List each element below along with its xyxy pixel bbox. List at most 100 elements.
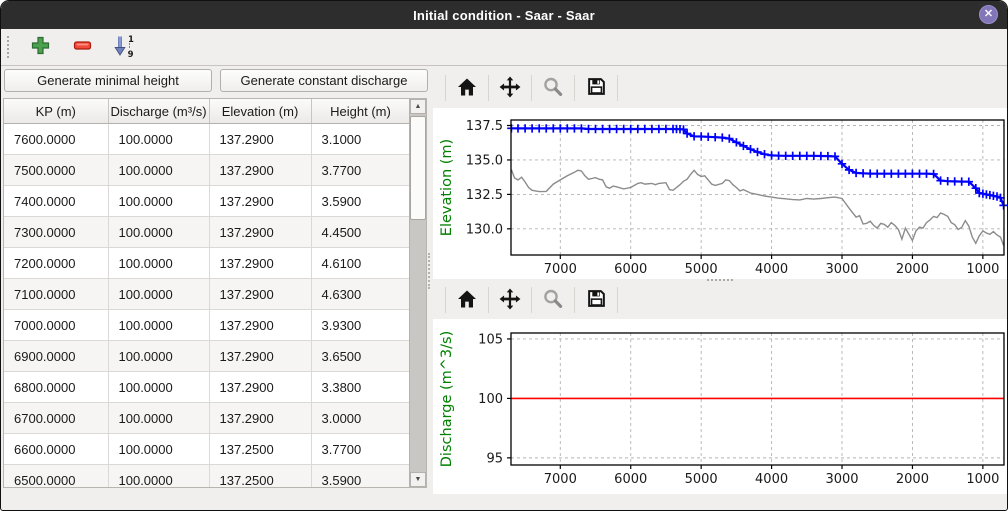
x-tick-label: 5000: [685, 262, 718, 277]
y-axis-label: Elevation (m): [439, 139, 455, 236]
column-header[interactable]: Elevation (m): [209, 99, 311, 124]
table-cell[interactable]: 100.0000: [108, 372, 209, 403]
table-cell[interactable]: 137.2900: [209, 279, 311, 310]
table-cell[interactable]: 4.6300: [311, 279, 410, 310]
discharge-save-button[interactable]: [577, 285, 615, 315]
close-button[interactable]: ✕: [979, 5, 998, 24]
y-tick-label: 95: [486, 451, 503, 466]
table-cell[interactable]: 6800.0000: [4, 372, 108, 403]
table-cell[interactable]: 137.2500: [209, 465, 311, 489]
elevation-plot-toolbar: [433, 69, 1007, 107]
x-tick-label: 2000: [896, 472, 929, 487]
table-cell[interactable]: 100.0000: [108, 217, 209, 248]
table-cell[interactable]: 3.5900: [311, 186, 410, 217]
table-cell[interactable]: 7500.0000: [4, 155, 108, 186]
elevation-plot[interactable]: 7000600050004000300020001000137.5135.013…: [433, 108, 1007, 279]
column-header[interactable]: KP (m): [4, 99, 108, 124]
table-cell[interactable]: 100.0000: [108, 124, 209, 155]
table-cell[interactable]: 137.2500: [209, 434, 311, 465]
table-cell[interactable]: 100.0000: [108, 186, 209, 217]
table-cell[interactable]: 100.0000: [108, 465, 209, 489]
table-row: 6900.0000100.0000137.29003.6500: [4, 341, 410, 372]
table-cell[interactable]: 7100.0000: [4, 279, 108, 310]
table-row: 7400.0000100.0000137.29003.5900: [4, 186, 410, 217]
table-cell[interactable]: 100.0000: [108, 341, 209, 372]
x-tick-label: 6000: [614, 472, 647, 487]
x-tick-label: 7000: [544, 472, 577, 487]
x-tick-label: 6000: [614, 262, 647, 277]
table-cell[interactable]: 3.9300: [311, 310, 410, 341]
sort-rows-button[interactable]: 1 9: [109, 32, 139, 62]
window-title: Initial condition - Saar - Saar: [413, 8, 595, 23]
table-row: 7500.0000100.0000137.29003.7700: [4, 155, 410, 186]
plus-icon: [30, 35, 51, 59]
table-cell[interactable]: 137.2900: [209, 403, 311, 434]
remove-row-button[interactable]: [67, 32, 97, 62]
table-cell[interactable]: 100.0000: [108, 155, 209, 186]
svg-text:1: 1: [128, 35, 134, 45]
table-cell[interactable]: 3.1000: [311, 124, 410, 155]
table-cell[interactable]: 3.0000: [311, 403, 410, 434]
table-cell[interactable]: 137.2900: [209, 372, 311, 403]
y-tick-label: 132.5: [466, 188, 503, 203]
minus-icon: [72, 35, 93, 59]
table-cell[interactable]: 3.7700: [311, 434, 410, 465]
table-cell[interactable]: 137.2900: [209, 341, 311, 372]
scroll-up-button[interactable]: ▲: [410, 99, 426, 114]
table-cell[interactable]: 7600.0000: [4, 124, 108, 155]
table-cell[interactable]: 6600.0000: [4, 434, 108, 465]
scroll-down-button[interactable]: ▼: [410, 472, 426, 487]
table-cell[interactable]: 100.0000: [108, 403, 209, 434]
x-tick-label: 1000: [966, 472, 999, 487]
add-row-button[interactable]: [25, 32, 55, 62]
table-cell[interactable]: 100.0000: [108, 248, 209, 279]
elevation-home-button[interactable]: [448, 73, 486, 103]
table-cell[interactable]: 100.0000: [108, 310, 209, 341]
scrollbar-thumb[interactable]: [410, 116, 426, 220]
table-cell[interactable]: 137.2900: [209, 124, 311, 155]
home-icon: [456, 289, 478, 312]
generate-constant-discharge-button[interactable]: Generate constant discharge: [220, 69, 428, 92]
column-header[interactable]: Discharge (m³/s): [108, 99, 209, 124]
table-cell[interactable]: 3.7700: [311, 155, 410, 186]
table-cell[interactable]: 7400.0000: [4, 186, 108, 217]
table-cell[interactable]: 137.2900: [209, 310, 311, 341]
x-tick-label: 4000: [755, 262, 788, 277]
table-cell[interactable]: 7300.0000: [4, 217, 108, 248]
table-cell[interactable]: 137.2900: [209, 155, 311, 186]
discharge-plot[interactable]: 700060005000400030002000100010510095Disc…: [433, 319, 1007, 494]
table-scrollbar[interactable]: ▲ ▼: [409, 99, 426, 487]
arrow-up-icon: ▲: [415, 103, 422, 110]
toolbar-drag-handle[interactable]: [7, 36, 15, 58]
table-cell[interactable]: 3.5900: [311, 465, 410, 489]
generate-minimal-height-button[interactable]: Generate minimal height: [4, 69, 212, 92]
table-cell[interactable]: 3.3800: [311, 372, 410, 403]
save-icon: [586, 76, 607, 100]
generate-buttons-row: Generate minimal height Generate constan…: [4, 69, 428, 93]
table-cell[interactable]: 6900.0000: [4, 341, 108, 372]
discharge-pan-button[interactable]: [491, 285, 529, 315]
table-cell[interactable]: 7200.0000: [4, 248, 108, 279]
table-cell[interactable]: 4.6100: [311, 248, 410, 279]
table-cell[interactable]: 137.2900: [209, 186, 311, 217]
table-cell[interactable]: 3.6500: [311, 341, 410, 372]
elevation-save-button[interactable]: [577, 73, 615, 103]
discharge-home-button[interactable]: [448, 285, 486, 315]
column-header[interactable]: Height (m): [311, 99, 410, 124]
table-cell[interactable]: 137.2900: [209, 248, 311, 279]
elevation-pan-button[interactable]: [491, 73, 529, 103]
table-cell[interactable]: 137.2900: [209, 217, 311, 248]
table-cell[interactable]: 4.4500: [311, 217, 410, 248]
table-cell[interactable]: 100.0000: [108, 279, 209, 310]
table-cell[interactable]: 6500.0000: [4, 465, 108, 489]
y-axis-label: Discharge (m^3/s): [439, 331, 455, 468]
table-row: 6800.0000100.0000137.29003.3800: [4, 372, 410, 403]
titlebar[interactable]: Initial condition - Saar - Saar ✕: [1, 1, 1007, 29]
elevation-zoom-button[interactable]: [534, 73, 572, 103]
discharge-zoom-button[interactable]: [534, 285, 572, 315]
table-cell[interactable]: 100.0000: [108, 434, 209, 465]
table-cell[interactable]: 7000.0000: [4, 310, 108, 341]
table-cell[interactable]: 6700.0000: [4, 403, 108, 434]
figure-background: [433, 108, 1007, 279]
y-tick-label: 135.0: [466, 153, 503, 168]
